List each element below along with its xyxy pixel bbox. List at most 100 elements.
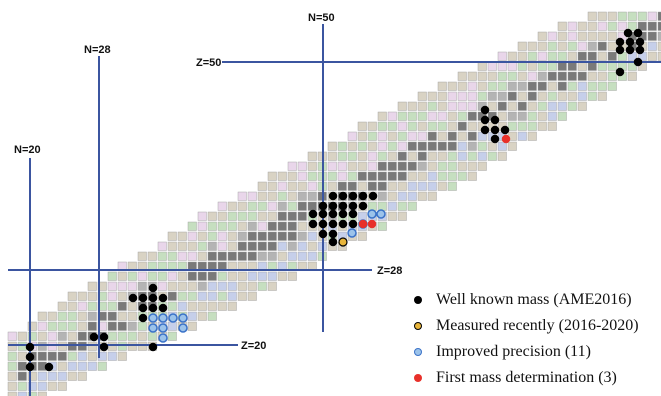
nuclide-cell bbox=[597, 41, 607, 51]
nuclide-cell bbox=[607, 81, 617, 91]
nuclide-cell bbox=[297, 161, 307, 171]
well-known-marker bbox=[328, 201, 338, 211]
nuclide-cell bbox=[367, 141, 377, 151]
well-known-marker bbox=[25, 352, 35, 362]
well-known-marker bbox=[635, 37, 645, 47]
nuclide-cell bbox=[187, 251, 197, 261]
improved-marker bbox=[158, 313, 168, 323]
well-known-marker bbox=[308, 219, 318, 229]
well-known-marker bbox=[328, 237, 338, 247]
nuclide-cell bbox=[447, 141, 457, 151]
label-z28: Z=28 bbox=[377, 265, 402, 277]
nuclide-cell bbox=[437, 181, 447, 191]
nuclide-cell bbox=[137, 331, 147, 341]
nuclide-cell bbox=[357, 181, 367, 191]
nuclide-cell bbox=[387, 191, 397, 201]
nuclide-cell bbox=[267, 181, 277, 191]
nuclide-cell bbox=[597, 81, 607, 91]
nuclide-cell bbox=[117, 331, 127, 341]
nuclide-cell bbox=[17, 371, 27, 381]
nuclide-cell bbox=[217, 211, 227, 221]
nuclide-cell bbox=[347, 181, 357, 191]
nuclide-cell bbox=[487, 151, 497, 161]
nuclide-cell bbox=[267, 271, 277, 281]
well-known-marker bbox=[348, 191, 358, 201]
well-known-marker bbox=[348, 201, 358, 211]
nuclide-cell bbox=[267, 221, 277, 231]
recent-marker bbox=[338, 237, 348, 247]
nuclide-cell bbox=[87, 311, 97, 321]
nuclide-cell bbox=[167, 281, 177, 291]
nuclide-cell bbox=[597, 61, 607, 71]
nuclide-cell bbox=[627, 71, 637, 81]
nuclide-cell bbox=[407, 201, 417, 211]
well-known-marker bbox=[348, 219, 358, 229]
nuclide-cell bbox=[397, 101, 407, 111]
nuclide-cell bbox=[427, 101, 437, 111]
well-known-marker bbox=[318, 229, 328, 239]
well-known-marker bbox=[148, 283, 158, 293]
nuclide-cell bbox=[527, 111, 537, 121]
nuclide-cell bbox=[287, 251, 297, 261]
well-known-marker bbox=[328, 209, 338, 219]
nuclide-cell bbox=[387, 131, 397, 141]
nuclide-cell bbox=[477, 141, 487, 151]
nuclide-cell bbox=[507, 51, 517, 61]
well-known-marker bbox=[625, 45, 635, 55]
nuclide-cell bbox=[177, 301, 187, 311]
nuclide-cell bbox=[557, 31, 567, 41]
nuclide-cell bbox=[257, 211, 267, 221]
nuclide-cell bbox=[387, 181, 397, 191]
nuclide-cell bbox=[127, 331, 137, 341]
nuclide-cell bbox=[117, 301, 127, 311]
nuclide-cell bbox=[467, 101, 477, 111]
nuclide-cell bbox=[407, 191, 417, 201]
nuclide-cell bbox=[557, 61, 567, 71]
nuclide-cell bbox=[467, 131, 477, 141]
nuclide-cell bbox=[407, 111, 417, 121]
nuclide-cell bbox=[447, 151, 457, 161]
nuclide-cell bbox=[267, 241, 277, 251]
nuclide-cell bbox=[287, 161, 297, 171]
well-known-marker bbox=[99, 342, 109, 352]
nuclide-cell bbox=[37, 311, 47, 321]
nuclide-cell bbox=[77, 371, 87, 381]
legend-black-dot-icon bbox=[414, 296, 422, 304]
nuclide-cell bbox=[657, 11, 661, 21]
well-known-marker bbox=[615, 45, 625, 55]
nuclide-cell bbox=[357, 121, 367, 131]
well-known-marker bbox=[138, 293, 148, 303]
nuclide-cell bbox=[597, 71, 607, 81]
well-known-marker bbox=[89, 332, 99, 342]
nuclide-cell bbox=[457, 171, 467, 181]
nuclide-cell bbox=[367, 181, 377, 191]
nuclide-cell bbox=[357, 231, 367, 241]
nuclide-cell bbox=[67, 291, 77, 301]
nuclide-cell bbox=[277, 191, 287, 201]
nuclide-cell bbox=[397, 121, 407, 131]
nuclide-cell bbox=[297, 231, 307, 241]
nuclide-cell bbox=[417, 161, 427, 171]
nuclide-cell bbox=[187, 221, 197, 231]
nuclide-cell bbox=[377, 131, 387, 141]
nuclide-cell bbox=[117, 311, 127, 321]
nuclide-cell bbox=[187, 291, 197, 301]
nuclide-cell bbox=[487, 81, 497, 91]
nuclide-cell bbox=[47, 331, 57, 341]
nuclide-cell bbox=[497, 61, 507, 71]
nuclide-cell bbox=[567, 31, 577, 41]
nuclide-cell bbox=[397, 201, 407, 211]
label-z20: Z=20 bbox=[241, 340, 266, 352]
nuclide-cell bbox=[207, 211, 217, 221]
nuclide-cell bbox=[517, 101, 527, 111]
nuclide-cell bbox=[207, 301, 217, 311]
nuclide-cell bbox=[37, 351, 47, 361]
nuclide-cell bbox=[517, 81, 527, 91]
nuclide-cell bbox=[387, 151, 397, 161]
well-known-marker bbox=[348, 209, 358, 219]
nuclide-cell bbox=[487, 101, 497, 111]
well-known-marker bbox=[490, 134, 500, 144]
well-known-marker bbox=[328, 229, 338, 239]
well-known-marker bbox=[44, 362, 54, 372]
nuclide-cell bbox=[417, 181, 427, 191]
